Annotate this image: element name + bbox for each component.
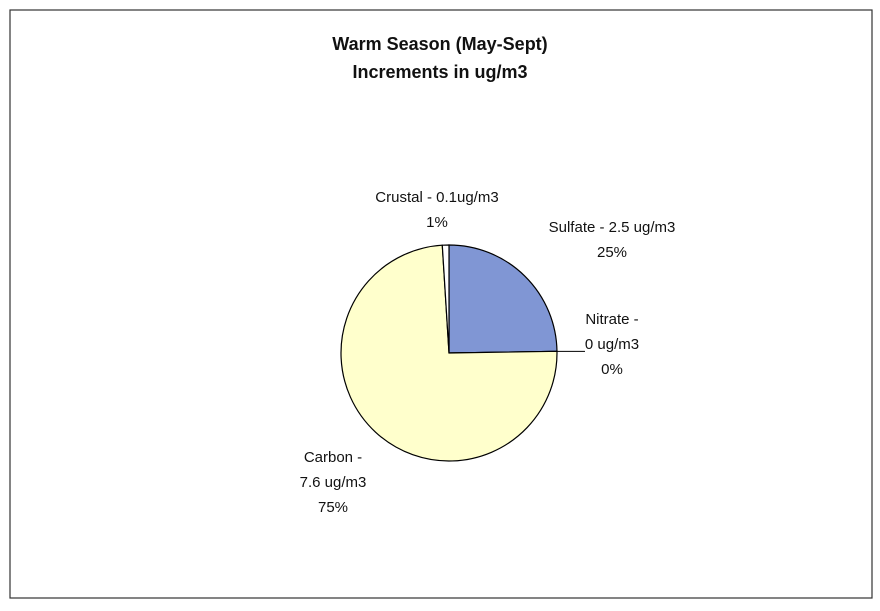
slice-label: 0 ug/m3	[585, 336, 639, 353]
slice-label: Nitrate -	[585, 311, 638, 328]
pie-slice	[340, 244, 558, 462]
slice-label: Crustal - 0.1ug/m3	[375, 189, 498, 206]
chart-title: Increments in ug/m3	[352, 62, 527, 82]
slice-label: 7.6 ug/m3	[300, 474, 367, 491]
chart-title: Warm Season (May-Sept)	[332, 34, 547, 54]
slice-percent: 1%	[426, 214, 448, 231]
slice-percent: 0%	[601, 361, 623, 378]
slice-label: Sulfate - 2.5 ug/m3	[549, 219, 676, 236]
slice-label: Carbon -	[304, 449, 362, 466]
pie-slice	[448, 244, 558, 354]
slice-percent: 75%	[318, 499, 348, 516]
slice-percent: 25%	[597, 244, 627, 261]
pie-slice	[441, 244, 450, 354]
